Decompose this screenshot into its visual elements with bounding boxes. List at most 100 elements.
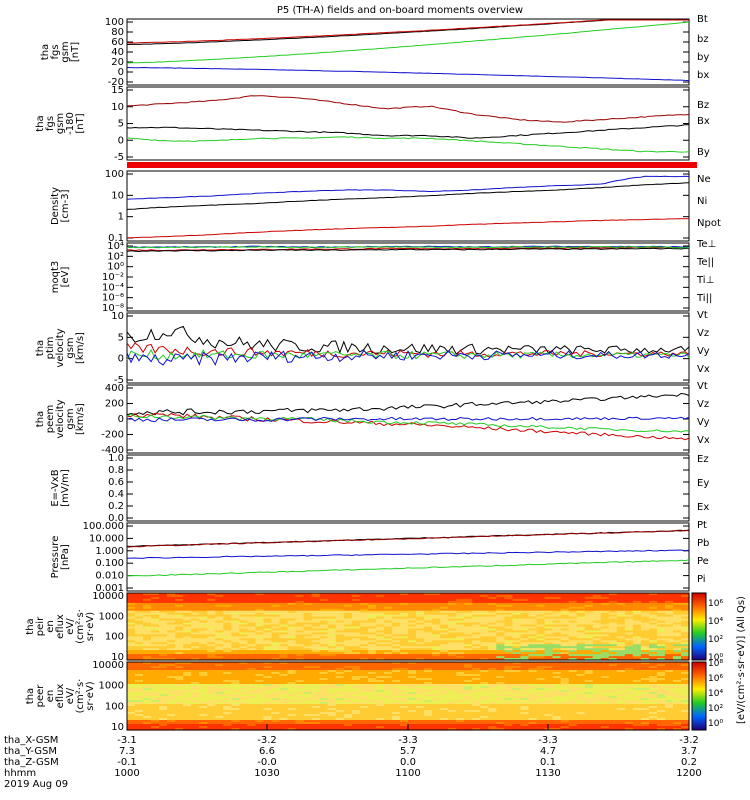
spectrogram-cell xyxy=(416,656,425,659)
spectrogram-cell xyxy=(215,634,224,637)
spectrogram-cell xyxy=(568,706,578,709)
spectrogram-cell xyxy=(135,694,144,697)
spectrogram-cell xyxy=(295,632,305,635)
spectrogram-cell xyxy=(231,664,240,667)
spectrogram-cell xyxy=(151,694,160,697)
spectrogram-cell xyxy=(247,620,256,624)
spectrogram-cell xyxy=(681,628,690,632)
spectrogram-cell xyxy=(584,608,594,612)
spectrogram-cell xyxy=(432,648,441,651)
spectrogram-cell xyxy=(640,593,650,596)
y-axis-label-line: eV/ xyxy=(65,687,76,704)
spectrogram-cell xyxy=(520,614,529,618)
spectrogram-cell xyxy=(552,722,562,725)
spectrogram-cell xyxy=(231,674,240,677)
spectrogram-cell xyxy=(448,628,457,632)
spectrogram-cell xyxy=(391,668,401,671)
spectrogram-cell xyxy=(624,672,634,675)
y-tick-label: 10000 xyxy=(92,591,124,602)
spectrogram-cell xyxy=(400,670,409,673)
spectrogram-cell xyxy=(359,612,369,616)
spectrogram-cell xyxy=(584,640,594,643)
spectrogram-cell xyxy=(560,598,570,602)
spectrogram-cell xyxy=(223,610,232,614)
spectrogram-cell xyxy=(560,688,570,691)
spectrogram-cell xyxy=(143,694,152,697)
spectrogram-cell xyxy=(528,616,537,620)
spectrogram-cell xyxy=(207,636,216,639)
spectrogram-cell xyxy=(199,646,208,649)
spectrogram-cell xyxy=(568,682,578,685)
spectrogram-cell xyxy=(408,616,417,620)
spectrogram-cell xyxy=(648,714,658,717)
spectrogram-cell xyxy=(520,704,529,707)
panel-p8: 100.00010.0001.0000.1000.0100.001Pressur… xyxy=(50,520,709,594)
spectrogram-cell xyxy=(504,622,513,626)
spectrogram-cell xyxy=(367,620,377,624)
legend-vy: Vy xyxy=(697,346,710,357)
spectrogram-cell xyxy=(608,636,618,639)
spectrogram-cell xyxy=(263,672,273,675)
spectrogram-cell xyxy=(648,706,658,709)
spectrogram-cell xyxy=(496,698,505,701)
spectrogram-cell xyxy=(672,688,682,691)
spectrogram-cell xyxy=(400,602,409,606)
spectrogram-cell xyxy=(199,712,208,715)
spectrogram-cell xyxy=(159,634,168,637)
spectrogram-cell xyxy=(560,670,570,673)
spectrogram-cell xyxy=(408,700,417,703)
spectrogram-cell xyxy=(255,664,265,667)
spectrogram-cell xyxy=(456,610,465,614)
spectrogram-cell xyxy=(367,624,377,628)
spectrogram-cell xyxy=(255,632,265,635)
spectrogram-cell xyxy=(592,628,602,632)
spectrogram-cell xyxy=(159,704,168,707)
spectrogram-cell xyxy=(287,595,297,598)
spectrogram-cell xyxy=(440,608,449,612)
spectrogram-cell xyxy=(335,668,345,671)
spectrogram-cell xyxy=(480,712,489,715)
spectrogram-cell xyxy=(375,646,385,649)
spectrogram-cell xyxy=(383,670,393,673)
spectrogram-cell xyxy=(207,678,216,681)
spectrogram-cell xyxy=(648,628,658,632)
spectrogram-cell xyxy=(175,610,184,614)
spectrogram-cell xyxy=(183,630,192,633)
spectrogram-cell xyxy=(327,716,337,719)
spectrogram-cell xyxy=(319,704,329,707)
spectrogram-cell xyxy=(191,708,200,711)
spectrogram-cell xyxy=(416,596,425,600)
spectrogram-cell xyxy=(456,598,465,602)
spectrogram-cell xyxy=(432,596,441,600)
spectrogram-cell xyxy=(287,606,297,610)
spectrogram-cell xyxy=(592,696,602,699)
spectrogram-cell xyxy=(648,624,658,628)
spectrogram-cell xyxy=(351,616,361,620)
spectrogram-cell xyxy=(143,634,152,637)
spectrogram-cell xyxy=(231,678,240,681)
spectrogram-cell xyxy=(311,700,321,703)
spectrogram-cell xyxy=(496,638,505,641)
spectrogram-cell xyxy=(311,678,321,681)
spectrogram-cell xyxy=(263,620,273,624)
spectrogram-cell xyxy=(400,684,409,687)
spectrogram-cell xyxy=(295,694,305,697)
spectrogram-cell xyxy=(263,664,273,667)
spectrogram-cell xyxy=(472,614,481,618)
spectrogram-cell xyxy=(215,662,224,665)
spectrogram-cell xyxy=(295,720,305,723)
spectrogram-cell xyxy=(367,600,377,604)
spectrogram-cell xyxy=(576,596,586,600)
spectrogram-cell xyxy=(400,710,409,713)
spectrogram-cell xyxy=(400,610,409,614)
spectrogram-cell xyxy=(616,674,626,677)
spectrogram-cell xyxy=(319,702,329,705)
spectrogram-cell xyxy=(608,702,618,705)
spectrogram-cell xyxy=(560,696,570,699)
spectrogram-cell xyxy=(664,682,674,685)
spectrogram-cell xyxy=(512,670,521,673)
spectrogram-cell xyxy=(681,664,690,667)
spectrogram-cell xyxy=(568,674,578,677)
spectrogram-cell xyxy=(343,668,353,671)
spectrogram-cell xyxy=(584,638,594,641)
